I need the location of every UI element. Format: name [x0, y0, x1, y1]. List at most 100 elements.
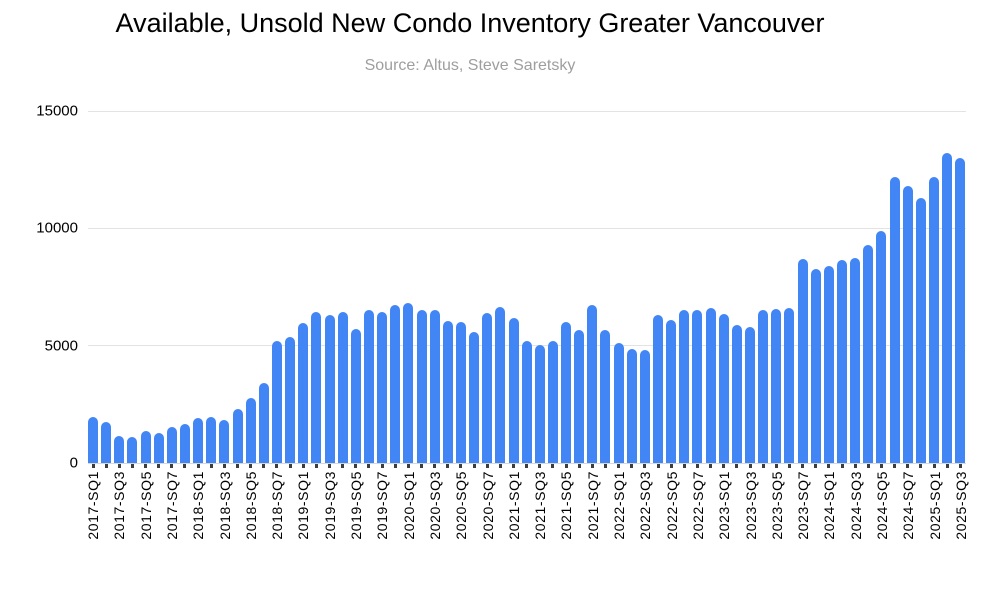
x-axis-tick-label: 2022-SQ3	[637, 471, 654, 540]
x-axis-tick-label: 2020-SQ5	[453, 471, 470, 540]
bar[interactable]	[718, 314, 729, 468]
x-axis-tick-label: 2018-SQ7	[269, 471, 286, 540]
bar[interactable]	[587, 304, 598, 469]
y-axis-tick-label: 10000	[36, 219, 78, 237]
chart-subtitle: Source: Altus, Steve Saretsky	[364, 57, 576, 74]
gridline-0	[88, 462, 966, 464]
x-axis-tick-label: 2017-SQ5	[137, 471, 154, 540]
bar[interactable]	[363, 310, 374, 468]
bar[interactable]	[232, 409, 243, 468]
x-axis-tick-label: 2021-SQ7	[584, 471, 601, 540]
bar[interactable]	[547, 340, 558, 469]
bar[interactable]	[166, 426, 177, 469]
bar[interactable]	[179, 424, 190, 468]
x-axis-tick-label: 2019-SQ7	[374, 471, 391, 540]
y-axis-tick-label: 15000	[36, 102, 78, 120]
bar[interactable]	[114, 436, 125, 468]
bar[interactable]	[639, 350, 650, 468]
x-axis-tick-label: 2024-SQ3	[847, 471, 864, 540]
bar[interactable]	[88, 417, 98, 468]
x-axis-tick-label: 2023-SQ3	[742, 471, 759, 540]
bar[interactable]	[915, 197, 926, 469]
bar[interactable]	[337, 311, 348, 469]
bar[interactable]	[613, 343, 624, 468]
x-axis-tick-label: 2025-SQ1	[926, 471, 943, 540]
x-axis-tick-label: 2017-SQ3	[111, 471, 128, 540]
bar[interactable]	[127, 437, 138, 468]
x-axis-tick-label: 2025-SQ3	[953, 471, 969, 540]
bar[interactable]	[311, 311, 322, 469]
bar[interactable]	[731, 324, 742, 469]
bar[interactable]	[442, 321, 453, 468]
bar[interactable]	[745, 326, 756, 469]
chart-title: Available, Unsold New Condo Inventory Gr…	[115, 8, 825, 38]
bar[interactable]	[350, 329, 361, 468]
x-axis-tick-label: 2021-SQ5	[558, 471, 575, 540]
bar[interactable]	[153, 432, 164, 468]
bar[interactable]	[784, 308, 795, 468]
bar[interactable]	[482, 312, 493, 469]
bar[interactable]	[902, 186, 913, 468]
bar[interactable]	[495, 306, 506, 469]
bar[interactable]	[889, 176, 900, 469]
bar[interactable]	[574, 330, 585, 468]
bar[interactable]	[942, 153, 953, 468]
bar[interactable]	[377, 311, 388, 469]
bar[interactable]	[219, 419, 230, 469]
bar[interactable]	[101, 421, 112, 469]
bar[interactable]	[758, 310, 769, 468]
bar[interactable]	[692, 310, 703, 468]
bar[interactable]	[600, 330, 611, 468]
bar[interactable]	[837, 260, 848, 468]
bar[interactable]	[508, 317, 519, 469]
bar[interactable]	[797, 258, 808, 469]
bar[interactable]	[206, 417, 217, 468]
bar[interactable]	[810, 269, 821, 468]
bar[interactable]	[876, 230, 887, 469]
bar[interactable]	[561, 322, 572, 468]
bar[interactable]	[705, 308, 716, 468]
bar[interactable]	[298, 323, 309, 468]
bar[interactable]	[823, 265, 834, 469]
bar[interactable]	[245, 398, 256, 468]
x-axis-tick-label: 2019-SQ3	[321, 471, 338, 540]
bar[interactable]	[626, 349, 637, 468]
gridline-10000	[88, 227, 966, 229]
bar[interactable]	[679, 310, 690, 468]
bar[interactable]	[955, 157, 966, 469]
bar[interactable]	[534, 344, 545, 468]
x-axis-tick-label: 2021-SQ3	[532, 471, 549, 540]
bar[interactable]	[929, 176, 939, 469]
x-axis-tick-label: 2017-SQ7	[163, 471, 180, 540]
x-axis-tick-label: 2024-SQ5	[874, 471, 891, 540]
bar[interactable]	[140, 431, 151, 468]
bar[interactable]	[193, 418, 204, 468]
bar[interactable]	[416, 310, 427, 468]
bar[interactable]	[403, 303, 414, 468]
bar[interactable]	[429, 310, 440, 468]
bar[interactable]	[285, 337, 296, 468]
bar[interactable]	[771, 309, 782, 468]
x-axis-tick-label: 2018-SQ5	[242, 471, 259, 540]
x-axis-tick-label: 2018-SQ3	[216, 471, 233, 540]
bar[interactable]	[455, 322, 466, 468]
bar[interactable]	[271, 340, 282, 469]
bar[interactable]	[324, 315, 335, 468]
bar[interactable]	[653, 315, 664, 468]
x-axis-tick-label: 2024-SQ7	[900, 471, 917, 540]
plot-area	[88, 110, 966, 469]
bar[interactable]	[850, 257, 861, 469]
x-axis-tick-label: 2022-SQ1	[611, 471, 628, 540]
bar[interactable]	[390, 304, 401, 469]
bar[interactable]	[666, 319, 677, 469]
x-axis-tick-label: 2019-SQ1	[295, 471, 312, 540]
x-axis-tick-label: 2018-SQ1	[190, 471, 207, 540]
bar[interactable]	[469, 331, 480, 469]
x-axis-tick-label: 2020-SQ7	[479, 471, 496, 540]
bar[interactable]	[258, 383, 269, 468]
bar[interactable]	[521, 340, 532, 469]
gridline-15000	[88, 110, 966, 112]
bar[interactable]	[863, 244, 874, 469]
x-axis-tick-label: 2024-SQ1	[821, 471, 838, 540]
